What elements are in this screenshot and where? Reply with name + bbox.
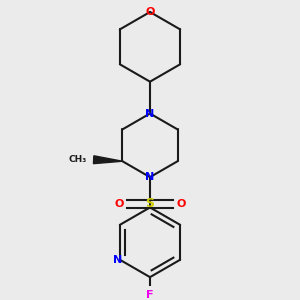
Text: O: O	[145, 7, 155, 17]
Text: CH₃: CH₃	[69, 155, 87, 164]
Text: N: N	[146, 172, 154, 182]
Text: O: O	[176, 199, 186, 209]
Text: F: F	[146, 290, 154, 300]
Polygon shape	[93, 156, 122, 164]
Text: S: S	[146, 197, 154, 210]
Text: N: N	[146, 109, 154, 118]
Text: N: N	[113, 255, 122, 265]
Text: O: O	[114, 199, 124, 209]
